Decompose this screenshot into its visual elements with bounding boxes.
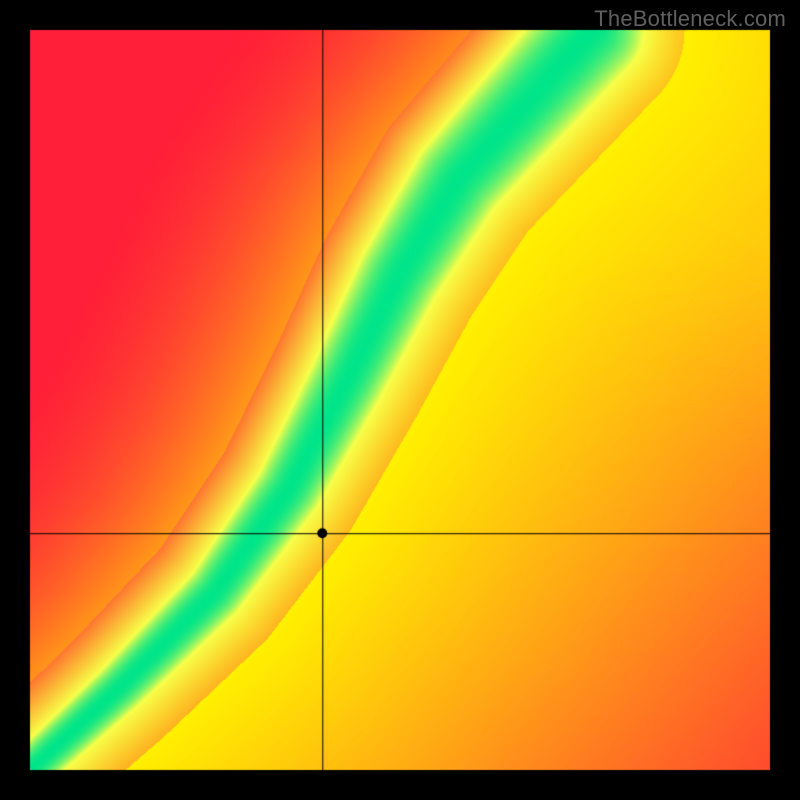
chart-root: { "watermark": { "text": "TheBottleneck.… (0, 0, 800, 800)
heatmap-canvas (0, 0, 800, 800)
watermark-text: TheBottleneck.com (594, 6, 786, 32)
